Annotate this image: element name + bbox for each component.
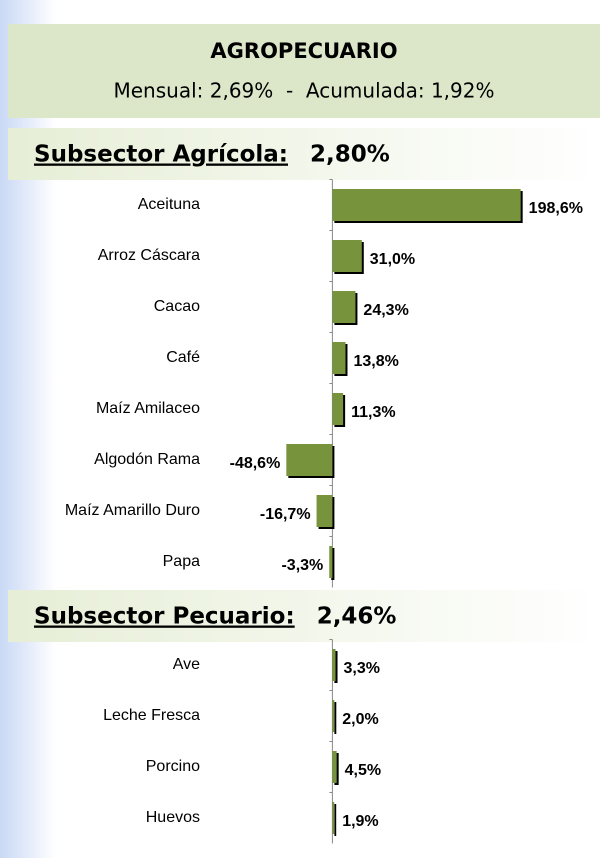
bar	[332, 751, 337, 783]
bar	[332, 189, 521, 221]
value-label: 24,3%	[363, 302, 408, 319]
section-value: 2,46%	[317, 604, 397, 630]
category-label: Maíz Amarillo Duro	[65, 502, 200, 519]
value-label: 3,3%	[344, 660, 380, 677]
section-value: 2,80%	[310, 142, 390, 168]
bar-shadow	[334, 804, 337, 836]
header-box	[8, 24, 600, 118]
category-label: Leche Fresca	[103, 707, 200, 724]
value-label: -3,3%	[281, 557, 323, 574]
category-label: Porcino	[146, 758, 200, 775]
bar-shadow	[331, 548, 335, 580]
category-label: Huevos	[146, 809, 200, 826]
category-label: Arroz Cáscara	[98, 247, 200, 264]
category-label: Ave	[173, 656, 200, 673]
bar	[332, 649, 336, 681]
section-header	[8, 590, 600, 642]
bar	[286, 444, 333, 476]
category-label: Cacao	[154, 298, 200, 315]
section-title: Subsector Pecuario:	[34, 604, 295, 630]
value-label: 1,9%	[342, 813, 378, 830]
value-label: -48,6%	[230, 455, 281, 472]
category-label: Algodón Rama	[94, 451, 200, 468]
bar	[332, 802, 335, 834]
value-label: 198,6%	[529, 200, 583, 217]
header-title: AGROPECUARIO	[210, 39, 397, 63]
value-label: -16,7%	[260, 506, 311, 523]
bar	[332, 240, 362, 272]
value-label: 4,5%	[345, 762, 381, 779]
bar	[332, 393, 344, 425]
bar	[332, 700, 335, 732]
bar-shadow	[334, 702, 337, 734]
value-label: 2,0%	[342, 711, 378, 728]
value-label: 31,0%	[370, 251, 415, 268]
section-header	[8, 128, 600, 180]
bar-shadow	[334, 651, 338, 683]
value-label: 11,3%	[351, 404, 395, 421]
category-label: Aceituna	[138, 196, 200, 213]
header-subtitle: Mensual: 2,69% - Acumulada: 1,92%	[114, 79, 495, 103]
category-label: Maíz Amilaceo	[96, 400, 200, 417]
bar	[332, 291, 356, 323]
bar	[316, 495, 333, 527]
bar	[329, 546, 333, 578]
value-label: 13,8%	[353, 353, 398, 370]
bar	[332, 342, 346, 374]
section-title: Subsector Agrícola:	[34, 142, 288, 168]
category-label: Papa	[163, 553, 200, 570]
category-label: Café	[166, 349, 200, 366]
